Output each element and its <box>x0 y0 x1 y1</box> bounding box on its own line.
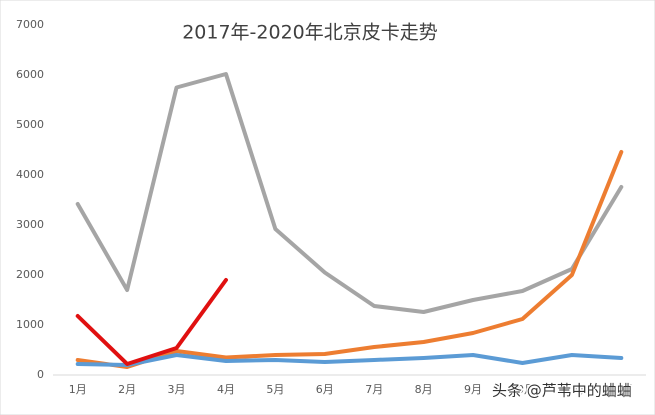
x-tick-label: 12月 <box>609 383 634 396</box>
y-tick-label: 5000 <box>16 118 44 131</box>
series-line <box>75 278 228 366</box>
series-line <box>75 150 624 369</box>
y-tick-label: 2000 <box>16 268 44 281</box>
x-tick-label: 10月 <box>510 383 535 396</box>
x-tick-label: 9月 <box>464 383 482 396</box>
x-tick-label: 5月 <box>266 383 284 396</box>
x-tick-label: 3月 <box>168 383 186 396</box>
x-tick-label: 6月 <box>316 383 334 396</box>
y-tick-label: 1000 <box>16 318 44 331</box>
y-tick-label: 6000 <box>16 68 44 81</box>
series-line <box>75 72 624 314</box>
x-tick-label: 8月 <box>415 383 433 396</box>
x-tick-label: 1月 <box>69 383 87 396</box>
x-tick-label: 11月 <box>559 383 584 396</box>
y-tick-label: 0 <box>37 368 44 381</box>
x-tick-label: 4月 <box>217 383 235 396</box>
y-tick-label: 7000 <box>16 18 44 31</box>
x-tick-label: 2月 <box>118 383 136 396</box>
series-line <box>75 353 624 367</box>
watermark: 头条 @芦苇中的蛐蛐 <box>492 382 632 400</box>
chart-title: 2017年-2020年北京皮卡走势 <box>182 22 438 44</box>
x-tick-label: 7月 <box>365 383 383 396</box>
y-tick-label: 3000 <box>16 218 44 231</box>
y-tick-label: 4000 <box>16 168 44 181</box>
